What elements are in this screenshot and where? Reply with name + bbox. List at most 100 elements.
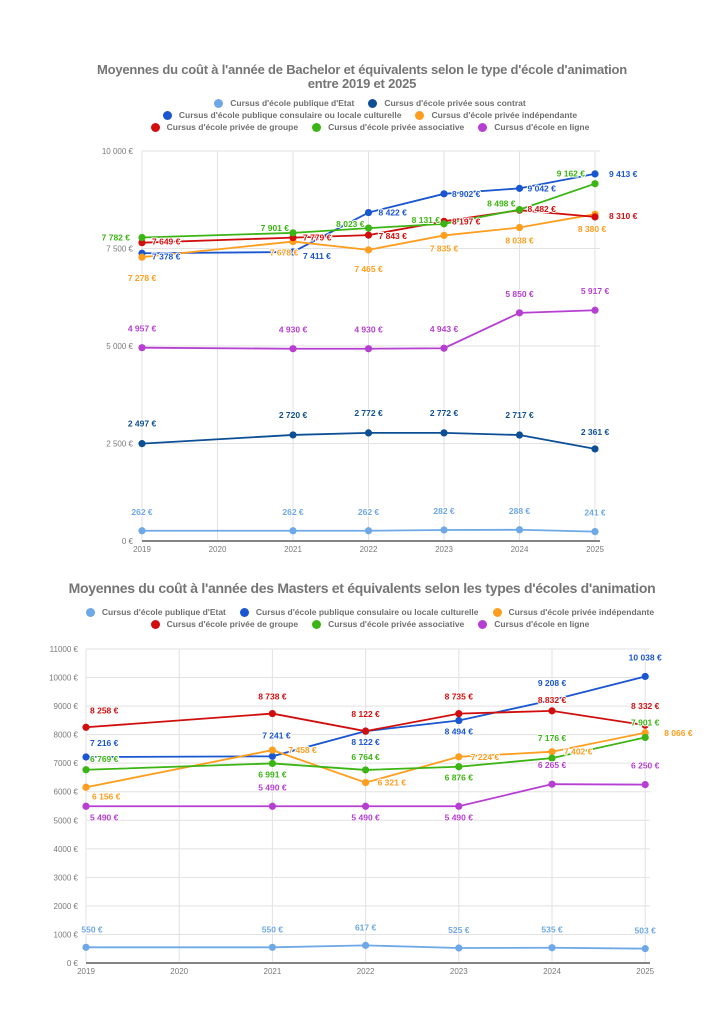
bachelor-plot: 0 € 2 500 € 5 000 € 7 500 € 10 000 € 2019 2020… [101, 147, 639, 554]
data-point[interactable] [591, 170, 599, 178]
data-point[interactable] [515, 431, 524, 439]
data-point[interactable] [591, 306, 599, 314]
data-point[interactable] [268, 802, 276, 810]
data-point[interactable] [364, 246, 373, 254]
data-point[interactable] [289, 345, 297, 353]
data-point[interactable] [455, 716, 463, 725]
series-cursus-d-ecole-publique-d-etat [82, 941, 649, 953]
data-point[interactable] [440, 231, 448, 240]
data-point[interactable] [548, 696, 556, 704]
data-point[interactable] [82, 943, 90, 951]
masters-plot: 0 € 1000 € 2000 € 3000 € 4000 € 5000 € 6000 € 7… [49, 645, 694, 976]
data-point[interactable] [138, 440, 146, 448]
legend-item-cursus-d-ecole-en-ligne[interactable]: Cursus d'école en ligne [478, 122, 589, 132]
y-tick-label: 9000 € [54, 702, 79, 711]
data-point[interactable] [641, 780, 649, 789]
data-point[interactable] [289, 248, 297, 256]
legend-item-cursus-d-ecole-privee-sous-contrat[interactable]: Cursus d'école privée sous contrat [368, 98, 526, 108]
data-point[interactable] [268, 752, 276, 760]
data-label: 9 208 € [538, 678, 567, 688]
legend-item-cursus-d-ecole-privee-associative[interactable]: Cursus d'école privée associative [312, 619, 464, 629]
data-point[interactable] [362, 941, 370, 949]
data-point[interactable] [548, 707, 556, 715]
data-point[interactable] [362, 802, 370, 810]
legend-item-cursus-d-ecole-privee-associative[interactable]: Cursus d'école privée associative [312, 122, 464, 132]
data-point[interactable] [138, 253, 146, 261]
data-point[interactable] [591, 528, 599, 536]
data-point[interactable] [268, 746, 276, 754]
legend-item-cursus-d-ecole-publique-consulaire-ou-locale-culturelle[interactable]: Cursus d'école publique consulaire ou lo… [162, 110, 401, 120]
data-point[interactable] [289, 527, 297, 535]
data-point[interactable] [364, 429, 373, 437]
data-point[interactable] [591, 445, 599, 453]
data-point[interactable] [364, 208, 373, 217]
legend-item-cursus-d-ecole-privee-independante[interactable]: Cursus d'école privée indépendante [415, 110, 577, 120]
data-label: 241 € [584, 508, 606, 518]
data-point[interactable] [515, 205, 524, 214]
legend-item-cursus-d-ecole-publique-consulaire-ou-locale-culturelle[interactable]: Cursus d'école publique consulaire ou lo… [239, 607, 479, 617]
data-point[interactable] [362, 727, 370, 735]
data-point[interactable] [515, 184, 524, 192]
data-point[interactable] [641, 721, 649, 729]
data-point[interactable] [455, 763, 463, 771]
data-point[interactable] [515, 309, 524, 317]
series-line [85, 709, 646, 733]
data-point[interactable] [289, 229, 297, 237]
data-point[interactable] [548, 748, 556, 756]
data-point[interactable] [82, 753, 90, 761]
data-point[interactable] [641, 945, 649, 953]
data-point[interactable] [591, 213, 599, 221]
data-point[interactable] [591, 180, 599, 188]
data-label: 617 € [355, 922, 377, 932]
data-point[interactable] [548, 780, 556, 788]
data-point[interactable] [138, 344, 146, 352]
data-point[interactable] [364, 527, 373, 535]
data-point[interactable] [268, 709, 276, 718]
data-point[interactable] [364, 345, 373, 353]
y-tick-label: 5000 € [54, 816, 79, 825]
legend-item-cursus-d-ecole-publique-d-etat[interactable]: Cursus d'école publique d'Etat [214, 98, 354, 108]
data-point[interactable] [364, 224, 373, 232]
legend-item-cursus-d-ecole-privee-de-groupe[interactable]: Cursus d'école privée de groupe [150, 619, 298, 629]
data-point[interactable] [641, 733, 649, 742]
data-point[interactable] [548, 944, 556, 952]
data-point[interactable] [289, 431, 297, 439]
data-point[interactable] [548, 754, 556, 762]
data-point[interactable] [82, 802, 90, 810]
data-point[interactable] [440, 220, 448, 228]
data-point[interactable] [641, 672, 649, 681]
data-point[interactable] [440, 526, 448, 534]
y-tick-label: 11000 € [50, 645, 79, 654]
legend-item-cursus-d-ecole-en-ligne[interactable]: Cursus d'école en ligne [478, 619, 589, 629]
data-point[interactable] [440, 190, 448, 198]
series-cursus-d-ecole-privee-de-groupe [82, 707, 649, 735]
data-point[interactable] [455, 753, 463, 761]
data-point[interactable] [268, 943, 276, 951]
legend-item-cursus-d-ecole-privee-independante[interactable]: Cursus d'école privée indépendante [492, 607, 654, 617]
data-point[interactable] [440, 344, 448, 352]
data-point[interactable] [455, 944, 463, 952]
legend-dot-icon [85, 607, 95, 617]
data-point[interactable] [515, 223, 524, 232]
data-point[interactable] [362, 766, 370, 774]
data-point[interactable] [82, 766, 90, 774]
data-point[interactable] [364, 231, 373, 239]
data-point[interactable] [515, 526, 524, 534]
legend-item-cursus-d-ecole-publique-d-etat[interactable]: Cursus d'école publique d'Etat [85, 607, 226, 617]
data-label: 8 131 € [412, 215, 441, 225]
data-label: 7 901 € [631, 717, 660, 727]
legend-item-cursus-d-ecole-privee-de-groupe[interactable]: Cursus d'école privée de groupe [150, 122, 298, 132]
data-point[interactable] [455, 802, 463, 810]
data-point[interactable] [138, 527, 146, 535]
data-point[interactable] [138, 233, 146, 242]
data-point[interactable] [82, 723, 90, 731]
data-point[interactable] [362, 778, 370, 787]
data-label: 2 720 € [279, 410, 308, 420]
data-point[interactable] [82, 783, 90, 791]
data-point[interactable] [455, 710, 463, 718]
data-point[interactable] [440, 429, 448, 437]
legend-dot-icon [492, 607, 502, 617]
data-label: 10 038 € [629, 652, 662, 662]
data-point[interactable] [268, 759, 276, 768]
data-point[interactable] [138, 239, 146, 247]
